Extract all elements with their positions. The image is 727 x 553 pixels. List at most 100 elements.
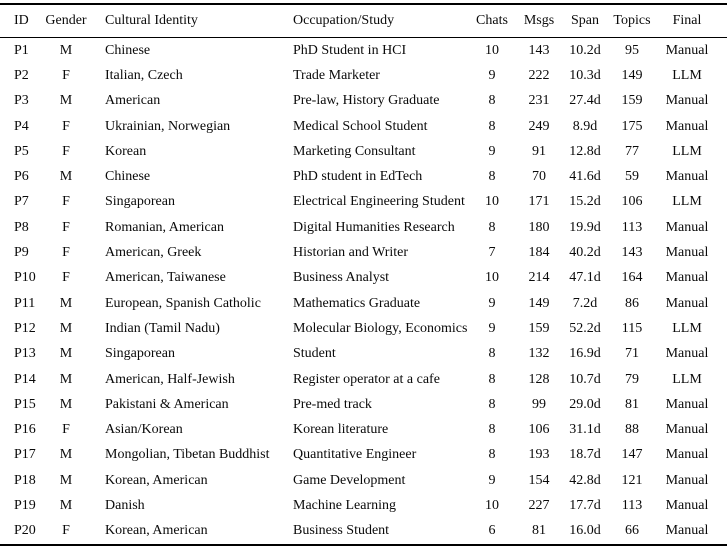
table-cell: Korean, American (105, 523, 208, 539)
table-cell: 10 (485, 194, 499, 210)
table-cell: P5 (14, 143, 29, 159)
table-cell: 86 (625, 295, 639, 311)
table-cell: LLM (672, 371, 702, 387)
table-cell: Pre-law, History Graduate (293, 93, 440, 109)
table-cell: Manual (665, 396, 709, 412)
table-row: P19 M Danish Machine Learning 10 227 17.7d 113 M… (0, 493, 727, 518)
table-cell: P7 (14, 194, 29, 210)
table-row: P13 M Singaporean Student 8 132 16.9d 71 Manual (0, 342, 727, 367)
table-row: P10 F American, Taiwanese Business Analyst 1… (0, 266, 727, 291)
table-cell: 113 (621, 219, 643, 235)
table-cell: LLM (672, 143, 702, 159)
table-cell: F (62, 270, 70, 286)
column-header-cultural-identity: Cultural Identity (92, 4, 280, 38)
table-cell: 91 (532, 143, 546, 159)
table-cell: 10 (485, 270, 499, 286)
table-row: P3 M American Pre-law, History Graduate 8 231… (0, 89, 727, 114)
table-cell: Korean (105, 143, 147, 159)
table-cell: LLM (672, 320, 702, 336)
table-cell: 88 (625, 422, 639, 438)
table-cell: F (62, 523, 70, 539)
table-cell: 47.1d (569, 270, 601, 286)
table-cell: F (62, 219, 70, 235)
table-row: P4 F Ukrainian, Norwegian Medical School St… (0, 114, 727, 139)
table-cell: Student (293, 346, 336, 362)
table-row: P2 F Italian, Czech Trade Marketer 9 222 10.3d… (0, 63, 727, 88)
table-cell: 12.8d (569, 143, 601, 159)
table-row: P20 F Korean, American Business Student 6 81 1… (0, 519, 727, 545)
table-cell: P3 (14, 93, 29, 109)
table-cell: Chinese (105, 169, 151, 185)
table-cell: Ukrainian, Norwegian (105, 118, 231, 134)
table-cell: 99 (532, 396, 546, 412)
table-cell: 10 (485, 497, 499, 513)
table-cell: P8 (14, 219, 29, 235)
table-cell: P15 (14, 396, 36, 412)
table-cell: 17.7d (569, 497, 601, 513)
table-cell: 79 (625, 371, 639, 387)
table-cell: M (59, 320, 73, 336)
table-cell: 106 (528, 422, 550, 438)
table-cell: Manual (665, 169, 709, 185)
table-cell: 9 (488, 295, 496, 311)
table-cell: 19.9d (569, 219, 601, 235)
table-cell: 42.8d (569, 472, 601, 488)
table-cell: Game Development (293, 472, 406, 488)
table-cell: LLM (672, 67, 702, 83)
table-cell: Business Analyst (293, 270, 390, 286)
table-cell: 222 (528, 67, 550, 83)
table-cell: American, Greek (105, 245, 202, 261)
table-cell: Electrical Engineering Student (293, 194, 465, 210)
table-cell: PhD student in EdTech (293, 169, 423, 185)
table-cell: 159 (528, 320, 550, 336)
column-header-msgs: Msgs (516, 4, 562, 38)
table-cell: Manual (665, 270, 709, 286)
table-cell: 31.1d (569, 422, 601, 438)
table-cell: Manual (665, 422, 709, 438)
table-cell: Korean, American (105, 472, 208, 488)
table-body: P1 M Chinese PhD Student in HCI 10 143 10.2d 95… (0, 38, 727, 545)
table-row: P6 M Chinese PhD student in EdTech 8 70 41.6d 5… (0, 164, 727, 189)
table-cell: 149 (621, 67, 643, 83)
table-cell: 8 (488, 346, 496, 362)
table-row: P12 M Indian (Tamil Nadu) Molecular Biology… (0, 316, 727, 341)
table-cell: 18.7d (569, 447, 601, 463)
table-cell: 81 (625, 396, 639, 412)
table-cell: Mathematics Graduate (293, 295, 421, 311)
table-cell: 159 (621, 93, 643, 109)
table-cell: European, Spanish Catholic (105, 295, 261, 311)
table-cell: F (62, 67, 70, 83)
table-cell: 164 (621, 270, 643, 286)
table-cell: P2 (14, 67, 29, 83)
table-row: P7 F Singaporean Electrical Engineering Stu… (0, 190, 727, 215)
table-cell: M (59, 371, 73, 387)
table-cell: Manual (665, 219, 709, 235)
table-cell: 143 (528, 42, 550, 58)
table-cell: 8 (488, 371, 496, 387)
table-cell: 154 (528, 472, 550, 488)
table-cell: 52.2d (569, 320, 601, 336)
table-cell: 9 (488, 472, 496, 488)
table-cell: 8 (488, 396, 496, 412)
table-cell: 81 (532, 523, 546, 539)
table-cell: Italian, Czech (105, 67, 183, 83)
table-cell: 149 (528, 295, 550, 311)
table-cell: 95 (625, 42, 639, 58)
table-cell: 27.4d (569, 93, 601, 109)
table-cell: P4 (14, 118, 29, 134)
table-cell: Molecular Biology, Economics (293, 320, 468, 336)
table-cell: 121 (621, 472, 643, 488)
table-cell: P17 (14, 447, 36, 463)
table-cell: Digital Humanities Research (293, 219, 455, 235)
table-cell: 8 (488, 219, 496, 235)
table-cell: 16.9d (569, 346, 601, 362)
table-cell: Manual (665, 295, 709, 311)
table-cell: M (59, 93, 73, 109)
table-cell: 10.2d (569, 42, 601, 58)
participants-table: ID Gender Cultural Identity Occupation/Stud… (0, 3, 727, 546)
table-cell: M (59, 447, 73, 463)
table-cell: 71 (625, 346, 639, 362)
table-cell: American, Taiwanese (105, 270, 226, 286)
table-cell: Marketing Consultant (293, 143, 416, 159)
